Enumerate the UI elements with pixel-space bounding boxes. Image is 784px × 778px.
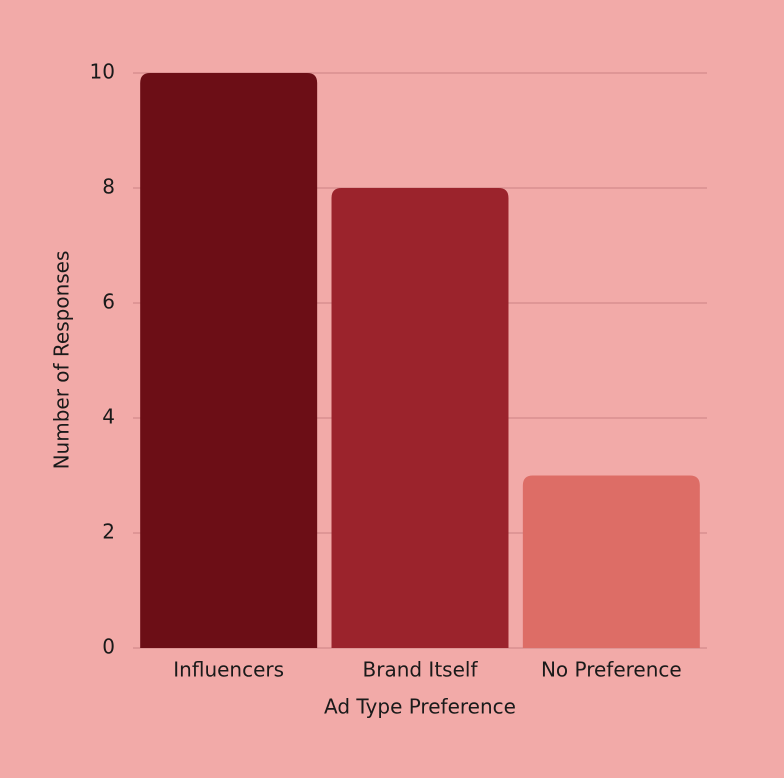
x-tick-label: No Preference [541,658,682,682]
y-tick-label: 10 [90,60,115,84]
x-axis-label: Ad Type Preference [324,695,516,719]
y-axis-label: Number of Responses [50,251,74,470]
y-tick-label: 0 [102,635,115,659]
x-tick-label: Influencers [173,658,284,682]
bar [331,188,509,648]
y-tick-label: 6 [102,290,115,314]
x-tick-label: Brand Itself [363,658,479,682]
y-tick-label: 8 [102,175,115,199]
bar [140,73,318,648]
y-tick-label: 2 [102,520,115,544]
bar [522,475,700,648]
y-tick-label: 4 [102,405,115,429]
